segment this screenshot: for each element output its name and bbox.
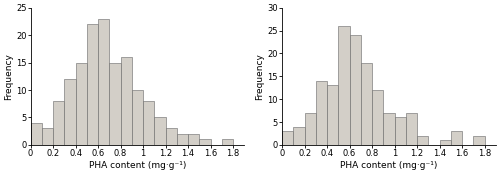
- Bar: [338, 26, 349, 145]
- Bar: [110, 63, 120, 145]
- Bar: [282, 131, 294, 145]
- Bar: [451, 131, 462, 145]
- Bar: [76, 63, 87, 145]
- Bar: [177, 134, 188, 145]
- X-axis label: PHA content (mg·g⁻¹): PHA content (mg·g⁻¹): [89, 161, 186, 170]
- Bar: [304, 113, 316, 145]
- Bar: [417, 136, 428, 145]
- Bar: [120, 57, 132, 145]
- Bar: [222, 139, 233, 145]
- Bar: [384, 113, 394, 145]
- Bar: [316, 81, 327, 145]
- Bar: [42, 128, 53, 145]
- Bar: [394, 117, 406, 145]
- Bar: [87, 24, 98, 145]
- Bar: [294, 127, 304, 145]
- Bar: [98, 19, 110, 145]
- Bar: [474, 136, 484, 145]
- Bar: [372, 90, 384, 145]
- Bar: [154, 117, 166, 145]
- Bar: [188, 134, 200, 145]
- Y-axis label: Frequency: Frequency: [4, 53, 13, 100]
- Bar: [406, 113, 417, 145]
- Bar: [143, 101, 154, 145]
- X-axis label: PHA content (mg·g⁻¹): PHA content (mg·g⁻¹): [340, 161, 438, 170]
- Bar: [132, 90, 143, 145]
- Bar: [361, 63, 372, 145]
- Bar: [53, 101, 64, 145]
- Bar: [350, 35, 361, 145]
- Bar: [166, 128, 177, 145]
- Bar: [200, 139, 210, 145]
- Y-axis label: Frequency: Frequency: [256, 53, 264, 100]
- Bar: [327, 85, 338, 145]
- Bar: [64, 79, 76, 145]
- Bar: [30, 123, 42, 145]
- Bar: [440, 140, 451, 145]
